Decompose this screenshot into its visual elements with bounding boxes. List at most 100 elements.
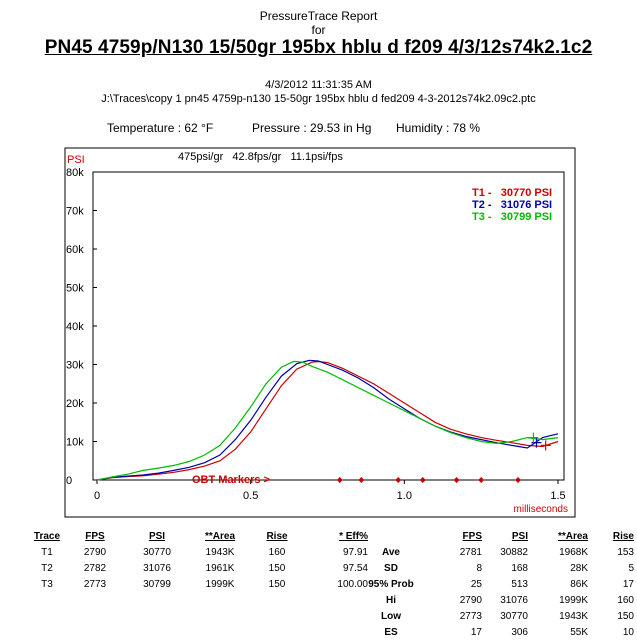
table-cell: 5 <box>628 562 634 574</box>
trace-table-header-cell: PSI <box>148 530 166 542</box>
y-tick-label: 20k <box>66 398 84 410</box>
load-title: PN45 4759p/N130 15/50gr 195bx hblu d f20… <box>44 37 593 58</box>
stats-table: FPS PSI **Area Rise Ave 2781 30882 1968K 153 SD 8… <box>366 528 634 640</box>
table-row: Low 2773 30770 1943K 150 <box>366 608 634 624</box>
table-cell: 95% Prob <box>368 578 414 590</box>
trace-table-header-row: Trace FPS PSI **Area Rise * Eff% <box>30 528 368 544</box>
end-marker-cross <box>531 437 542 448</box>
table-cell: 30882 <box>500 546 528 558</box>
table-cell: 1943K <box>205 546 235 558</box>
table-cell: 1943K <box>559 610 588 622</box>
table-cell: 150 <box>268 562 286 574</box>
stats-table-header-cell: FPS <box>462 530 482 542</box>
legend-entry-t3: T3 - 30799 PSI <box>472 211 552 223</box>
y-tick-label: 10k <box>66 437 84 449</box>
series-line-t2 <box>96 359 559 481</box>
legend-entry-t2: T2 - 31076 PSI <box>472 199 552 211</box>
table-cell: 17 <box>470 626 482 638</box>
table-cell: Ave <box>382 546 400 558</box>
series-line-t3 <box>96 360 559 481</box>
table-cell: 30770 <box>143 546 171 558</box>
table-cell: SD <box>384 562 398 574</box>
obt-markers-label: OBT Markers > <box>192 474 270 486</box>
y-axis-label: PSI <box>67 154 85 166</box>
trace-table-header-cell: * Eff% <box>339 530 368 542</box>
table-cell: 8 <box>476 562 482 574</box>
obt-marker <box>336 477 343 483</box>
table-cell: 31076 <box>143 562 171 574</box>
table-cell: 97.54 <box>342 562 368 574</box>
stats-table-header-cell <box>366 528 416 544</box>
x-axis-label: milliseconds <box>514 504 568 515</box>
obt-marker <box>395 477 402 483</box>
table-cell: T3 <box>41 578 53 590</box>
x-tick-label: 1.5 <box>550 490 565 502</box>
chart-frame <box>64 147 576 518</box>
stats-table-header-cell: PSI <box>511 530 528 542</box>
y-tick-label: 70k <box>66 206 84 218</box>
stats-table-header-cell: Rise <box>612 530 634 542</box>
trace-table: Trace FPS PSI **Area Rise * Eff% T1 2790 30770 1… <box>30 528 368 592</box>
table-row: Ave 2781 30882 1968K 153 <box>366 544 634 560</box>
x-tick-label: 1.0 <box>397 490 412 502</box>
file-path: J:\Traces\copy 1 pn45 4759p-n130 15-50gr… <box>101 93 536 105</box>
legend-entry-t1: T1 - 30770 PSI <box>472 187 552 199</box>
report-title: PressureTrace Report <box>259 9 378 23</box>
table-cell: 2782 <box>83 562 107 574</box>
obt-marker <box>419 477 426 483</box>
table-cell: T2 <box>41 562 53 574</box>
temperature-reading: Temperature : 62 °F <box>107 121 214 135</box>
table-cell: 2773 <box>83 578 107 590</box>
pressure-reading: Pressure : 29.53 in Hg <box>252 121 372 135</box>
table-cell: 10 <box>622 626 634 638</box>
table-cell: 30799 <box>143 578 171 590</box>
table-cell: 25 <box>470 578 482 590</box>
table-cell: 30770 <box>500 610 528 622</box>
table-cell: Low <box>381 610 401 622</box>
trace-table-header-cell: FPS <box>85 530 105 542</box>
table-row: T2 2782 31076 1961K 150 97.54 <box>30 560 368 576</box>
obt-marker <box>478 477 485 483</box>
table-row: 95% Prob 25 513 86K 17 <box>366 576 634 592</box>
y-tick-label: 60k <box>66 244 84 256</box>
ratio-readout: 475psi/gr 42.8fps/gr 11.1psi/fps <box>178 151 343 163</box>
stats-table-header-cell: **Area <box>557 530 588 542</box>
table-cell: Hi <box>386 594 396 606</box>
table-cell: 2790 <box>459 594 482 606</box>
table-cell: 100.00 <box>337 578 368 590</box>
table-cell: 86K <box>570 578 588 590</box>
table-cell: 28K <box>570 562 588 574</box>
table-cell: 2781 <box>459 546 482 558</box>
y-tick-label: 40k <box>66 321 84 333</box>
y-tick-label: 50k <box>66 283 84 295</box>
trace-table-header-cell: Trace <box>33 530 61 542</box>
x-tick-label: 0.5 <box>243 490 258 502</box>
table-cell: 306 <box>511 626 528 638</box>
humidity-reading: Humidity : 78 % <box>396 121 481 135</box>
y-tick-label: 30k <box>66 360 84 372</box>
stats-table-header-row: FPS PSI **Area Rise <box>366 528 634 544</box>
x-tick-label: 0 <box>94 490 100 502</box>
stats-table-body: Ave 2781 30882 1968K 153 SD 8 168 28K 5 95% Prob 25… <box>366 544 634 640</box>
table-cell: 1961K <box>205 562 235 574</box>
table-cell: 168 <box>511 562 528 574</box>
end-marker-cross <box>540 440 551 451</box>
obt-marker <box>453 477 460 483</box>
table-cell: 55K <box>570 626 588 638</box>
table-cell: 150 <box>617 610 634 622</box>
table-row: T3 2773 30799 1999K 150 100.00 <box>30 576 368 592</box>
end-marker-cross <box>528 432 539 443</box>
table-cell: 17 <box>622 578 634 590</box>
series-line-t1 <box>96 360 559 481</box>
table-cell: 1968K <box>559 546 588 558</box>
table-row: Hi 2790 31076 1999K 160 <box>366 592 634 608</box>
table-cell: ES <box>384 626 398 638</box>
trace-table-body: T1 2790 30770 1943K 160 97.91 T2 2782 31076 1961K… <box>30 544 368 592</box>
y-tick-label: 0 <box>66 475 72 487</box>
table-cell: 160 <box>268 546 286 558</box>
table-cell: 153 <box>617 546 634 558</box>
trace-table-header-cell: **Area <box>204 530 236 542</box>
table-cell: T1 <box>41 546 53 558</box>
obt-marker <box>358 477 365 483</box>
